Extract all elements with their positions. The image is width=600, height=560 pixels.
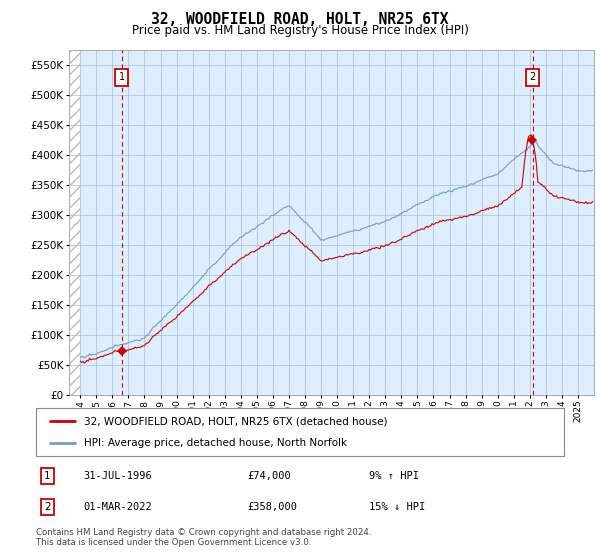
Text: 32, WOODFIELD ROAD, HOLT, NR25 6TX (detached house): 32, WOODFIELD ROAD, HOLT, NR25 6TX (deta… bbox=[83, 416, 387, 426]
Text: 1: 1 bbox=[44, 471, 51, 481]
Text: 01-MAR-2022: 01-MAR-2022 bbox=[83, 502, 152, 512]
Text: Price paid vs. HM Land Registry's House Price Index (HPI): Price paid vs. HM Land Registry's House … bbox=[131, 24, 469, 36]
Text: £358,000: £358,000 bbox=[247, 502, 297, 512]
FancyBboxPatch shape bbox=[36, 408, 564, 456]
Text: 2: 2 bbox=[44, 502, 51, 512]
Text: £74,000: £74,000 bbox=[247, 471, 291, 481]
Text: 2: 2 bbox=[529, 72, 536, 82]
Text: 15% ↓ HPI: 15% ↓ HPI bbox=[368, 502, 425, 512]
Text: 9% ↑ HPI: 9% ↑ HPI bbox=[368, 471, 419, 481]
Text: HPI: Average price, detached house, North Norfolk: HPI: Average price, detached house, Nort… bbox=[83, 438, 347, 448]
Bar bbox=[69, 50, 80, 395]
Text: Contains HM Land Registry data © Crown copyright and database right 2024.
This d: Contains HM Land Registry data © Crown c… bbox=[36, 528, 371, 547]
Text: 31-JUL-1996: 31-JUL-1996 bbox=[83, 471, 152, 481]
Text: 32, WOODFIELD ROAD, HOLT, NR25 6TX: 32, WOODFIELD ROAD, HOLT, NR25 6TX bbox=[151, 12, 449, 27]
Bar bbox=[69, 50, 80, 395]
Text: 1: 1 bbox=[119, 72, 125, 82]
